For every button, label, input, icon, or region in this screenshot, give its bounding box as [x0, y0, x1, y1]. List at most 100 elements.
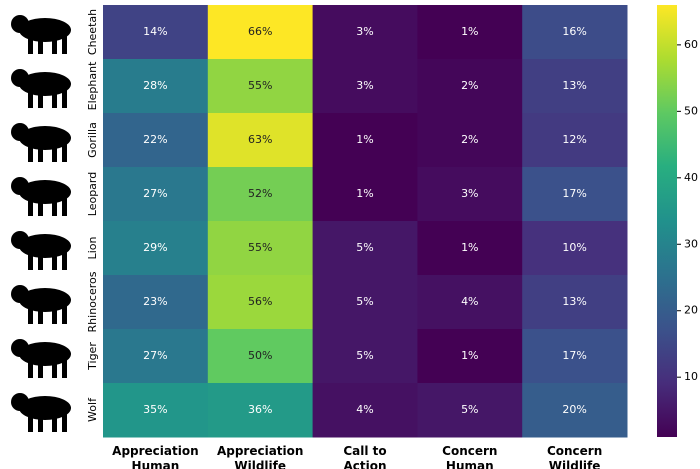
cell-label: 14% — [143, 25, 167, 38]
column-label-line: Concern — [442, 444, 497, 458]
cell-label: 10% — [562, 241, 586, 254]
icon-leg — [62, 414, 67, 432]
heat-cell — [207, 275, 314, 330]
column-label: Call to Action — [343, 444, 386, 469]
colorbar — [657, 5, 677, 437]
heat-cell — [103, 113, 209, 168]
icon-leg — [52, 36, 57, 54]
cell-label: 2% — [461, 79, 478, 92]
animal-icon — [11, 69, 71, 108]
cell-label: 17% — [562, 187, 586, 200]
heat-cell — [103, 59, 209, 114]
row-label: Lion — [86, 237, 99, 260]
heat-cell — [312, 329, 418, 384]
row-label: Wolf — [86, 397, 99, 422]
animal-icon — [11, 393, 71, 432]
icon-head — [11, 393, 29, 411]
heat-cell — [522, 329, 628, 384]
heat-cell — [522, 113, 628, 168]
column-label: Appreciation Human — [112, 444, 198, 469]
heat-cell — [417, 59, 523, 114]
cell-label: 4% — [461, 295, 478, 308]
column-label: Concern Human — [442, 444, 497, 469]
icon-head — [11, 285, 29, 303]
column-label-line: Appreciation — [217, 444, 303, 458]
heat-cell — [417, 113, 523, 168]
column-label-line: Wildlife — [234, 459, 286, 469]
icon-leg — [62, 252, 67, 270]
heat-cell — [522, 221, 628, 276]
heat-cell — [312, 167, 418, 222]
cell-label: 22% — [143, 133, 167, 146]
column-label: Concern Wildlife — [547, 444, 602, 469]
cell-label: 1% — [356, 133, 373, 146]
icon-leg — [62, 36, 67, 54]
heat-cell — [522, 59, 628, 114]
icon-leg — [52, 414, 57, 432]
icon-leg — [38, 306, 43, 324]
heat-cell — [522, 383, 628, 438]
animal-icon — [11, 177, 71, 216]
icon-leg — [62, 144, 67, 162]
colorbar-tick-label: 40 — [684, 171, 698, 184]
colorbar-tick-label: 20 — [684, 304, 698, 317]
cell-label: 5% — [461, 403, 478, 416]
icon-leg — [38, 90, 43, 108]
colorbar-tick-label: 60 — [684, 38, 698, 51]
cell-label: 1% — [461, 241, 478, 254]
heat-cell — [312, 113, 418, 168]
row-label: Rhinoceros — [86, 271, 99, 332]
colorbar-tick-label: 10 — [684, 370, 698, 383]
heat-cell — [103, 329, 209, 384]
animal-icon — [11, 123, 71, 162]
cell-label: 66% — [248, 25, 272, 38]
cell-label: 27% — [143, 187, 167, 200]
heat-cell — [103, 167, 209, 222]
cell-label: 13% — [562, 295, 586, 308]
icon-leg — [28, 414, 33, 432]
icon-head — [11, 123, 29, 141]
cell-label: 5% — [356, 241, 373, 254]
icon-leg — [28, 360, 33, 378]
cell-label: 1% — [461, 349, 478, 362]
column-label-line: Action — [343, 459, 386, 469]
heat-cell — [207, 167, 314, 222]
cell-label: 23% — [143, 295, 167, 308]
heat-cell — [417, 275, 523, 330]
icon-leg — [38, 414, 43, 432]
icon-leg — [52, 360, 57, 378]
icon-leg — [52, 90, 57, 108]
cell-label: 55% — [248, 79, 272, 92]
icon-leg — [28, 198, 33, 216]
row-label: Cheetah — [86, 9, 99, 55]
heat-cell — [417, 167, 523, 222]
cell-label: 13% — [562, 79, 586, 92]
column-label-line: Call to — [343, 444, 386, 458]
column-label: Appreciation Wildlife — [217, 444, 303, 469]
icon-leg — [38, 144, 43, 162]
cell-label: 56% — [248, 295, 272, 308]
animal-icon — [11, 285, 71, 324]
icon-leg — [52, 306, 57, 324]
icon-leg — [28, 144, 33, 162]
heat-cell — [207, 329, 314, 384]
heat-cell — [312, 221, 418, 276]
heat-cell — [103, 5, 209, 60]
heat-cell — [312, 59, 418, 114]
icon-head — [11, 69, 29, 87]
icon-head — [11, 231, 29, 249]
icon-head — [11, 15, 29, 33]
heat-cell — [522, 5, 628, 60]
cell-label: 52% — [248, 187, 272, 200]
column-label-line: Human — [446, 459, 494, 469]
cell-label: 63% — [248, 133, 272, 146]
heat-cell — [522, 167, 628, 222]
cell-label: 35% — [143, 403, 167, 416]
heat-cell — [522, 275, 628, 330]
icon-leg — [62, 198, 67, 216]
colorbar-tick-label: 30 — [684, 237, 698, 250]
animal-icon — [11, 231, 71, 270]
heat-cell — [207, 5, 314, 60]
icon-leg — [52, 198, 57, 216]
cell-label: 29% — [143, 241, 167, 254]
